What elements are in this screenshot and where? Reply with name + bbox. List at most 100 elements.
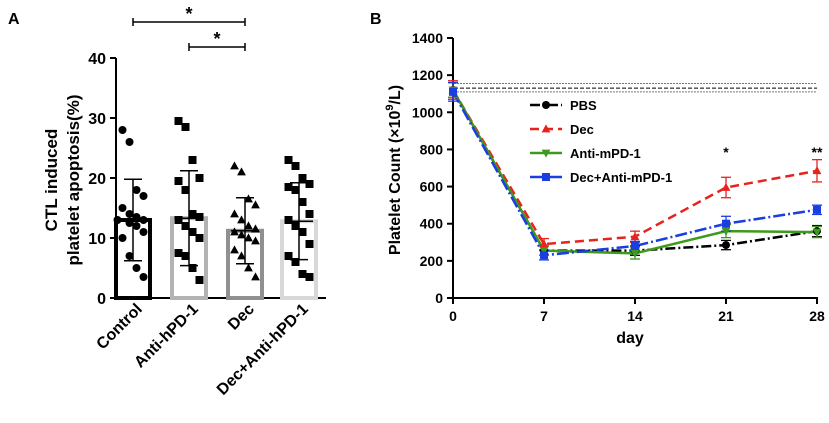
panel-b-legend-label: Dec+Anti-mPD-1 [570, 170, 672, 185]
panel-a-ytick-label: 30 [88, 111, 106, 128]
panel-b-marker [722, 219, 730, 228]
panel-a-category-label: Dec [225, 301, 258, 334]
panel-a-point [181, 222, 190, 230]
panel-a-point [139, 273, 148, 281]
panel-a-point [195, 174, 204, 182]
panel-a-point [174, 117, 183, 125]
panel-a-point [118, 126, 127, 134]
panel-a-point [195, 213, 204, 221]
panel-b-y-ticks: 0 200 400 600 800 1000 1200 1400 [412, 30, 453, 306]
panel-b-x-ticks: 0 7 14 21 28 [449, 298, 825, 324]
panel-a-point [305, 273, 314, 281]
panel-a-point [291, 222, 300, 230]
panel-a-point [230, 209, 239, 218]
panel-a-point [237, 215, 246, 224]
panel-a-point [230, 161, 239, 170]
panel-b-legend-marker [542, 173, 550, 181]
panel-b-legend: PBS Dec Anti-mPD-1 Dec+Anti-mPD-1 [530, 98, 672, 185]
panel-a-point [244, 233, 253, 242]
panel-a-point [125, 210, 134, 218]
panel-a-point [298, 174, 307, 182]
panel-a-point [244, 221, 253, 230]
panel-b-legend-marker [541, 149, 551, 158]
panel-a-ytick-label: 0 [97, 291, 106, 308]
panel-a-points [113, 117, 314, 284]
panel-a-point [132, 264, 141, 272]
panel-a-point [188, 210, 197, 218]
panel-a-point [237, 230, 246, 239]
panel-b-ytick-label: 600 [420, 179, 444, 195]
panel-b-ytick-label: 1200 [412, 67, 443, 83]
panel-a-point [305, 240, 314, 248]
panel-a-y-ticks: 0 10 20 30 40 [88, 51, 116, 308]
panel-b-legend-label: Anti-mPD-1 [570, 146, 641, 161]
panel-b-ytick-label: 1000 [412, 104, 443, 120]
panel-a-point [139, 228, 148, 236]
panel-b-ytick-label: 400 [420, 216, 444, 232]
panel-b-xtick-label: 0 [449, 308, 457, 324]
panel-b-series-line [451, 89, 818, 246]
panel-b-marker [539, 239, 549, 248]
panel-b-marker [813, 205, 821, 214]
panel-b-xtick-label: 21 [718, 308, 734, 324]
panel-a-point [284, 252, 293, 260]
panel-a-point [298, 198, 307, 206]
panel-b-legend-label: PBS [570, 98, 597, 113]
panel-a-point [125, 252, 134, 260]
panel-a-ylabel-line2: platelet apoptosis(%) [64, 95, 83, 266]
panel-a-category-label: Dec+Anti-hPD-1 [214, 301, 312, 399]
panel-b-marker [812, 228, 822, 237]
panel-a-point [251, 200, 260, 209]
panel-b-ylabel: Platelet Count (×109/L) [384, 85, 404, 255]
panel-a-point [188, 156, 197, 164]
panel-b-reference-band [454, 83, 817, 93]
panel-b-series-line [451, 91, 818, 257]
panel-b-ylabel-sup: 9 [384, 104, 396, 110]
panel-b-marker [631, 242, 639, 250]
panel-a-point [125, 219, 134, 227]
panel-a-point [174, 249, 183, 257]
panel-a-point [298, 228, 307, 236]
panel-a-point [298, 270, 307, 278]
panel-a-point [244, 263, 253, 272]
panel-b-ytick-label: 1400 [412, 30, 443, 46]
panel-b-label: B [370, 11, 382, 28]
panel-a-significance: ** [132, 4, 246, 51]
panel-a-point [132, 222, 141, 230]
panel-b-xtick-label: 7 [540, 308, 548, 324]
panel-a-point [174, 216, 183, 224]
panel-a-point [284, 183, 293, 191]
panel-a-point [291, 258, 300, 266]
panel-a-point [237, 167, 246, 176]
panel-a-point [181, 186, 190, 194]
panel-a-significance-star: * [185, 4, 192, 24]
panel-a-point [181, 123, 190, 131]
panel-a-ytick-label: 40 [88, 51, 106, 68]
panel-b-ylabel-end: /L) [387, 85, 404, 105]
panel-a-significance-star: * [213, 29, 220, 49]
panel-b-ylabel-main: Platelet Count (×10 [387, 111, 404, 256]
panel-b-xlabel: day [616, 330, 644, 347]
panel-b-marker [540, 251, 548, 260]
panel-b-marker [539, 247, 549, 256]
panel-a-point [230, 245, 239, 254]
panel-b-marker [812, 166, 822, 175]
panel-a-point [195, 276, 204, 284]
panel-b: B Platelet Count (×109/L) 0 200 400 600 800 1… [370, 11, 825, 347]
panel-b-marker [449, 87, 457, 96]
panel-a-point [118, 234, 127, 242]
panel-b-legend-marker [541, 124, 551, 133]
panel-a-point [181, 252, 190, 260]
panel-b-marker [722, 241, 730, 250]
panel-b-marker [630, 232, 640, 241]
panel-a-point [132, 213, 141, 221]
panel-b-marker [721, 227, 731, 236]
panel-a-ytick-label: 20 [88, 171, 106, 188]
panel-a-point [132, 186, 141, 194]
panel-a-point [291, 162, 300, 170]
panel-a-point [195, 234, 204, 242]
panel-a-label: A [8, 11, 20, 28]
panel-a-point [237, 251, 246, 260]
